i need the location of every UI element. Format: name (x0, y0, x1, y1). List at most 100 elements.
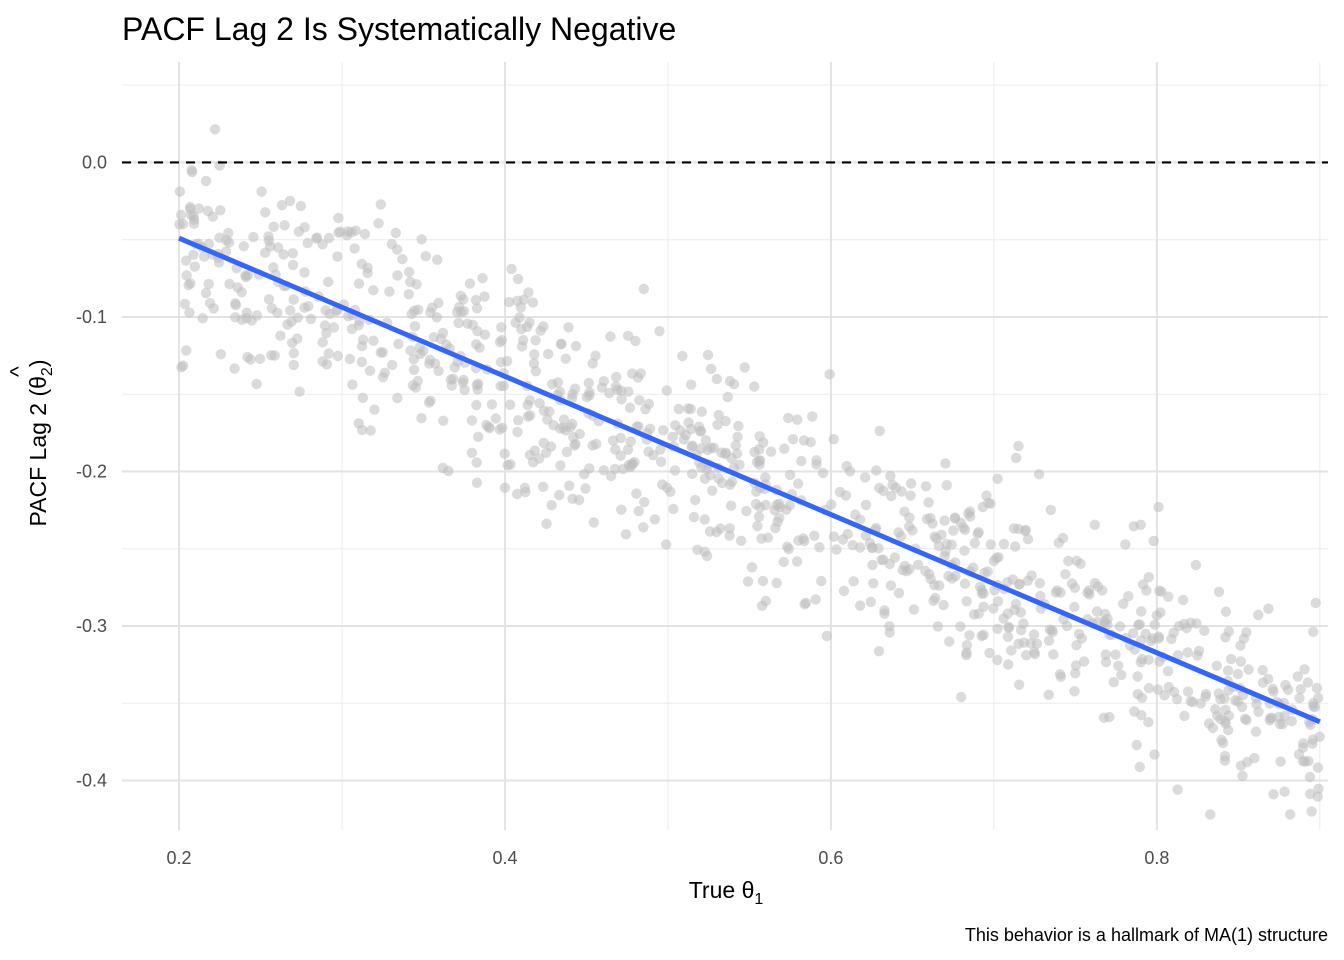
scatter-point (955, 621, 966, 632)
scatter-point (453, 317, 464, 329)
scatter-point (1069, 686, 1080, 697)
scatter-point (1182, 686, 1194, 697)
scatter-point (1149, 619, 1161, 630)
scatter-point (516, 341, 528, 352)
scatter-point (1302, 677, 1314, 688)
scatter-point (302, 237, 313, 249)
scatter-point (332, 350, 344, 362)
scatter-point (616, 504, 627, 515)
scatter-point (560, 353, 571, 364)
x-axis-label-subscript: 1 (754, 891, 763, 908)
scatter-point (185, 209, 197, 221)
scatter-point (484, 422, 495, 434)
scatter-point (512, 426, 523, 438)
scatter-point (821, 630, 833, 642)
scatter-point (223, 227, 234, 239)
scatter-point (629, 456, 640, 468)
scatter-point (1020, 650, 1032, 661)
scatter-point (713, 409, 724, 421)
scatter-point (1014, 679, 1025, 690)
scatter-point (1071, 640, 1082, 651)
scatter-point (627, 368, 638, 379)
scatter-point (634, 395, 645, 406)
scatter-point (416, 413, 427, 424)
scatter-point (1132, 671, 1143, 682)
scatter-point (1028, 629, 1040, 640)
scatter-point (359, 228, 371, 240)
scatter-point (752, 520, 763, 532)
scatter-point (890, 482, 901, 493)
scatter-point (834, 486, 846, 498)
scatter-point (496, 335, 508, 346)
scatter-point (885, 580, 897, 591)
scatter-point (932, 621, 944, 632)
scatter-point (696, 462, 707, 473)
scatter-point (375, 199, 386, 210)
scatter-point (677, 350, 688, 362)
scatter-point (1061, 620, 1073, 632)
scatter-point (734, 459, 745, 470)
scatter-point (992, 473, 1003, 484)
scatter-point (715, 523, 726, 534)
scatter-point (541, 447, 552, 458)
scatter-point (939, 515, 950, 526)
y-axis-label-subscript: 2 (39, 367, 56, 376)
scatter-point (604, 387, 615, 399)
x-tick-labels: 0.2 0.4 0.6 0.8 (167, 848, 1170, 868)
scatter-point (1295, 684, 1306, 695)
scatter-point (420, 251, 431, 262)
scatter-point (392, 244, 403, 255)
scatter-point (1251, 699, 1262, 710)
scatter-point (471, 303, 483, 314)
scatter-point (1310, 597, 1321, 609)
scatter-point (1153, 631, 1165, 642)
scatter-point (362, 267, 373, 279)
scatter-point (215, 205, 226, 216)
scatter-point (847, 540, 858, 551)
scatter-point (1153, 501, 1164, 513)
scatter-point (204, 297, 216, 309)
scatter-point (1083, 585, 1095, 596)
scatter-point (474, 342, 485, 353)
scatter-point (973, 527, 984, 538)
scatter-point (879, 608, 890, 619)
scatter-point (447, 373, 459, 384)
scatter-point (717, 477, 728, 489)
scatter-point (1110, 649, 1121, 660)
scatter-point (605, 470, 617, 482)
scatter-point (278, 249, 289, 260)
scatter-point (1033, 469, 1045, 480)
scatter-point (1063, 555, 1074, 567)
scatter-point (687, 440, 698, 451)
scatter-point (295, 200, 306, 212)
scatter-point (700, 435, 711, 446)
scatter-point (350, 225, 361, 236)
scatter-point (941, 480, 952, 491)
scatter-point (696, 406, 707, 417)
scatter-point (353, 278, 365, 289)
scatter-point (707, 485, 718, 496)
scatter-point (319, 320, 331, 331)
x-axis-label: True θ1 (689, 877, 764, 908)
scatter-point (959, 545, 970, 556)
scatter-point (323, 232, 335, 244)
scatter-point (499, 448, 510, 459)
scatter-point (546, 500, 557, 511)
scatter-point (1010, 541, 1021, 552)
scatter-point (668, 503, 679, 515)
scatter-point (292, 333, 303, 344)
scatter-point (661, 385, 672, 396)
scatter-point (955, 691, 967, 703)
scatter-point (772, 516, 783, 528)
scatter-point (203, 278, 214, 290)
scatter-point (189, 261, 200, 272)
scatter-point (1308, 626, 1319, 637)
scatter-point (1211, 660, 1222, 671)
scatter-point (581, 391, 593, 403)
scatter-point (254, 353, 266, 364)
scatter-point (848, 576, 859, 587)
scatter-point (739, 362, 750, 373)
scatter-point (1275, 756, 1286, 767)
scatter-point (199, 251, 210, 262)
